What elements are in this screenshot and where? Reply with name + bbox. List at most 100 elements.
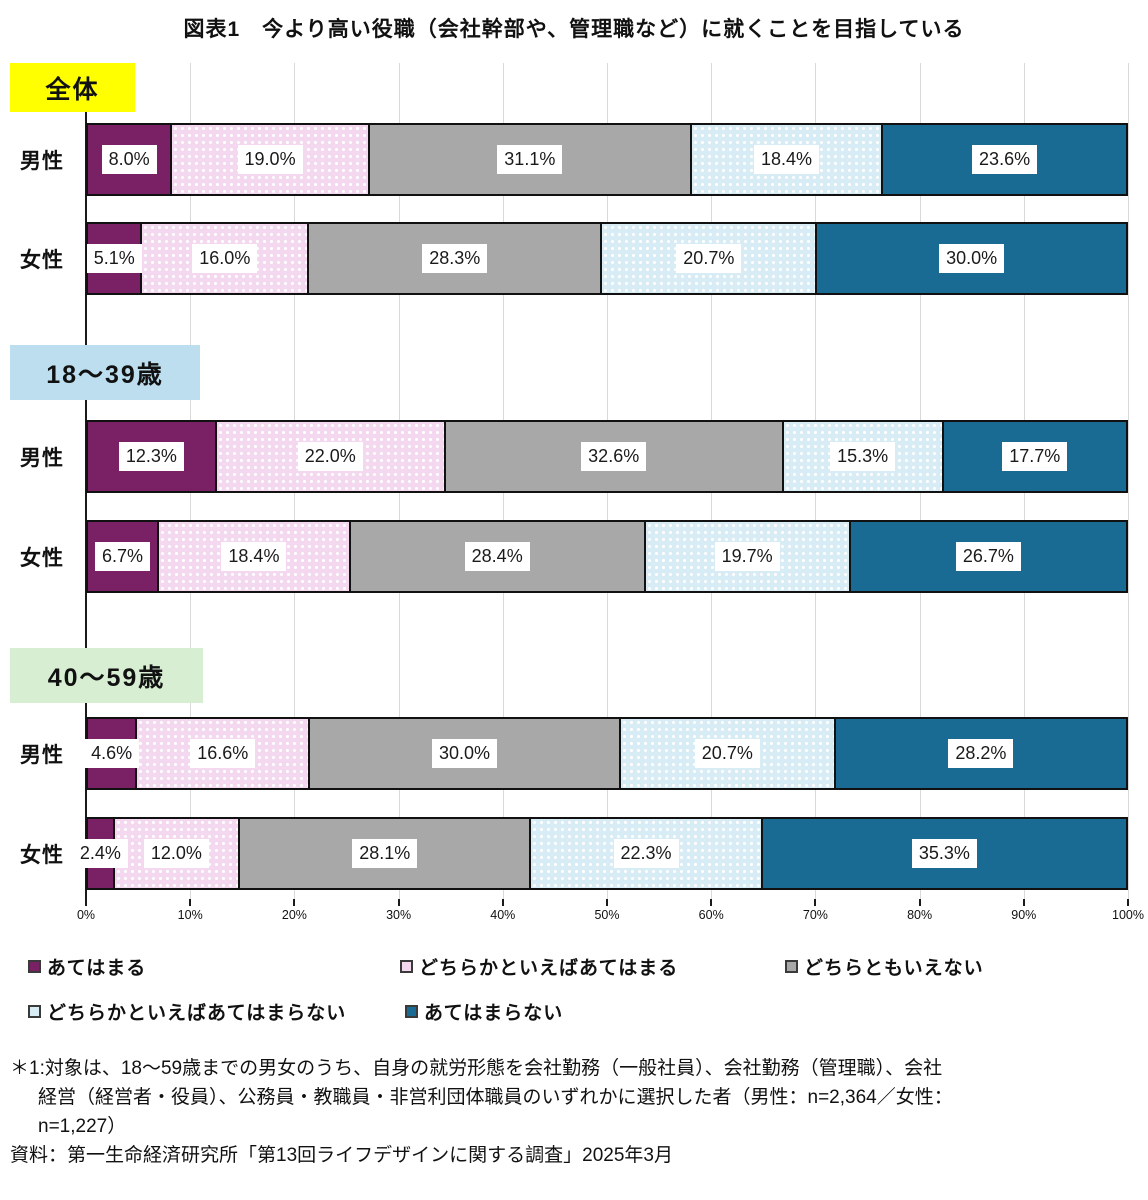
legend-label: どちらともいえない [804, 957, 984, 979]
footnote-line: 資料：第一生命経済研究所「第13回ライフデザインに関する調査」2025年3月 [10, 1145, 673, 1166]
bar-segment: 19.7% [643, 522, 849, 591]
x-axis: 0% 10% 20% 30% 40% 50% 60% 70% 80% 90% 100% [77, 899, 1144, 931]
bar-row: 男性 8.0% 19.0% 31.1% 18.4% 23.6% [0, 123, 1148, 196]
bar-segment: 16.0% [140, 224, 308, 293]
bar-segment: 2.4% [72, 819, 128, 888]
legend-swatch [785, 959, 798, 973]
footnote-line: ＊1:対象は、18～59歳までの男女のうち、自身の就労形態を会社勤務（一般社員）… [10, 1058, 943, 1079]
axis-tick [397, 899, 400, 906]
axis-tick-label: 90% [1011, 908, 1037, 922]
axis-tick [918, 899, 921, 906]
gridline [1128, 63, 1129, 899]
bar-segment: 22.3% [529, 819, 761, 888]
axis-tick-label: 40% [490, 908, 516, 922]
footnotes: ＊1:対象は、18～59歳までの男女のうち、自身の就労形態を会社勤務（一般社員）… [10, 1054, 1134, 1170]
chart-title: 図表1 今より高い役職（会社幹部や、管理職など）に就くことを目指している [183, 18, 965, 41]
legend-swatch [28, 1004, 41, 1018]
bar-row: 男性 4.6% 16.6% 30.0% 20.7% 28.2% [0, 717, 1148, 790]
segment-label: 5.1% [86, 244, 142, 273]
axis-tick [293, 899, 296, 906]
bar-segment: 12.0% [112, 819, 239, 888]
axis-tick [1022, 899, 1025, 906]
stacked-bar: 8.0% 19.0% 31.1% 18.4% 23.6% [86, 123, 1128, 196]
segment-label: 12.3% [118, 442, 184, 471]
segment-label: 17.7% [1002, 442, 1068, 471]
segment-label: 22.0% [297, 442, 363, 471]
axis-tick [606, 899, 608, 906]
bar-segment: 28.4% [348, 522, 644, 591]
bar-segment: 6.7% [88, 522, 158, 591]
bar-segment: 18.4% [689, 125, 882, 194]
segment-label: 30.0% [431, 739, 497, 768]
segment-label: 30.0% [939, 244, 1005, 273]
stacked-bar: 6.7% 18.4% 28.4% 19.7% 26.7% [86, 520, 1128, 593]
bar-segment: 35.3% [760, 819, 1126, 888]
segment-label: 28.2% [948, 739, 1014, 768]
segment-label: 8.0% [101, 145, 157, 174]
bar-segment: 28.1% [238, 819, 530, 888]
bar-segment: 23.6% [881, 125, 1126, 194]
axis-tick-label: 0% [76, 908, 96, 922]
bar-segment: 28.2% [833, 719, 1126, 788]
bar-segment: 18.4% [157, 522, 349, 591]
group-header: 40～59歳 [10, 648, 203, 703]
group-header: 18～39歳 [10, 345, 200, 400]
bar-segment: 17.7% [941, 422, 1126, 491]
segment-label: 32.6% [581, 442, 647, 471]
bar-segment: 28.3% [307, 224, 601, 293]
legend-label: あてはまらない [424, 1002, 564, 1024]
legend-item: どちらかといえばあてはまらない [28, 996, 346, 1026]
axis-tick [1127, 899, 1129, 906]
axis-tick [710, 899, 713, 906]
bar-segment: 19.0% [170, 125, 368, 194]
chart-groups: 全体 男性 8.0% 19.0% 31.1% 18.4% 23.6% 女性 5.1% 16.0% 2… [0, 63, 1148, 890]
bar-segment: 30.0% [308, 719, 619, 788]
legend-item: あてはまらない [405, 996, 563, 1026]
segment-label: 16.0% [192, 244, 258, 273]
stacked-bar: 2.4% 12.0% 28.1% 22.3% 35.3% [72, 817, 1128, 890]
bar-segment: 30.0% [815, 224, 1127, 293]
segment-label: 18.4% [753, 145, 820, 174]
bar-row: 女性 2.4% 12.0% 28.1% 22.3% 35.3% [0, 817, 1148, 890]
bar-row: 男性 12.3% 22.0% 32.6% 15.3% 17.7% [0, 420, 1148, 493]
legend-label: あてはまる [47, 957, 147, 979]
axis-tick-label: 70% [802, 908, 828, 922]
legend-label: どちらかといえばあてはまらない [47, 1002, 347, 1024]
bar-row: 女性 5.1% 16.0% 28.3% 20.7% 30.0% [0, 222, 1148, 295]
legend: あてはまる どちらかといえばあてはまる どちらともいえないどちらかといえばあてはまら… [0, 951, 1148, 1026]
bar-segment: 5.1% [86, 224, 142, 293]
axis-tick-label: 30% [386, 908, 412, 922]
bar-segment: 31.1% [367, 125, 690, 194]
axis-tick-label: 60% [698, 908, 724, 922]
segment-label: 18.4% [221, 542, 287, 571]
row-label: 女性 [20, 248, 64, 272]
axis-tick-label: 80% [907, 908, 933, 922]
segment-label: 20.7% [694, 739, 760, 768]
axis-tick-label: 100% [1112, 908, 1144, 922]
segment-label: 20.7% [676, 244, 742, 273]
row-label: 男性 [20, 743, 64, 767]
legend-item: どちらかといえばあてはまる [400, 951, 678, 981]
bar-row: 女性 6.7% 18.4% 28.4% 19.7% 26.7% [0, 520, 1148, 593]
legend-row: どちらかといえばあてはまらない あてはまらない [0, 996, 1148, 1026]
segment-label: 22.3% [613, 839, 679, 868]
segment-label: 23.6% [972, 145, 1038, 174]
segment-label: 19.0% [237, 145, 303, 174]
bar-segment: 4.6% [84, 719, 140, 788]
segment-label: 28.3% [422, 244, 488, 273]
legend-label: どちらかといえばあてはまる [419, 957, 679, 979]
bar-segment: 32.6% [443, 422, 782, 491]
bar-segment: 26.7% [848, 522, 1126, 591]
segment-label: 28.1% [352, 839, 418, 868]
axis-tick [501, 899, 504, 906]
footnote-line: n=1,227） [38, 1116, 127, 1137]
segment-label: 2.4% [72, 839, 128, 868]
legend-item: あてはまる [28, 951, 146, 981]
segment-label: 6.7% [95, 542, 151, 571]
bar-segment: 8.0% [88, 125, 171, 194]
legend-row: あてはまる どちらかといえばあてはまる どちらともいえない [0, 951, 1148, 981]
row-label: 女性 [20, 843, 64, 867]
segment-label: 15.3% [830, 442, 896, 471]
legend-swatch [405, 1004, 418, 1018]
